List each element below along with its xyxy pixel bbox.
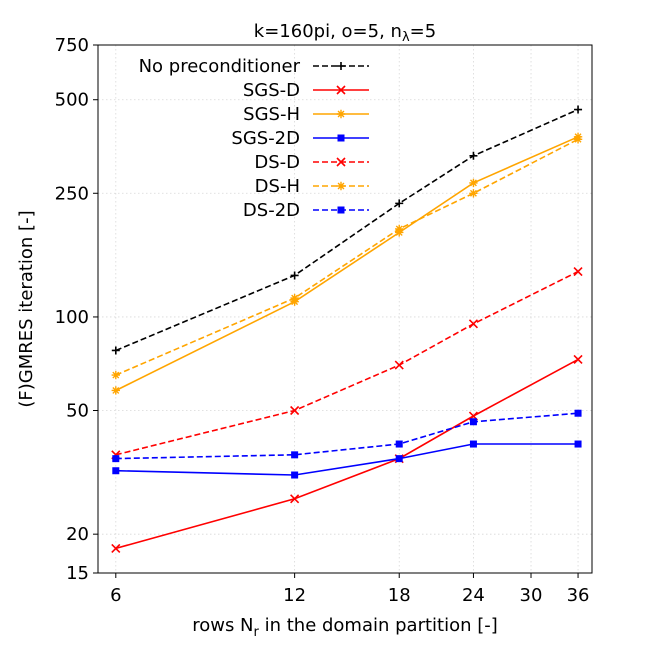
y-tick-label: 500	[55, 90, 89, 111]
x-tick-label: 30	[520, 585, 543, 606]
legend-label-no-preconditioner: No preconditioner	[139, 56, 301, 77]
series-sgs-2d	[112, 440, 582, 479]
data-point-ds-2d	[112, 455, 120, 463]
x-tick-label: 18	[388, 585, 411, 606]
x-tick-label: 24	[462, 585, 485, 606]
legend-label-sgs-2d: SGS-2D	[231, 128, 300, 149]
data-point-ds-h	[290, 293, 299, 303]
series-ds-d	[111, 266, 583, 460]
data-point-no-preconditioner	[574, 105, 583, 114]
legend-marker-ds-h	[336, 181, 346, 191]
series-group	[111, 105, 583, 553]
x-axis-title: rows Nr in the domain partition [-]	[192, 615, 498, 640]
x-axis-title-tail: in the domain partition [-]	[259, 615, 498, 636]
y-tick-label: 50	[66, 401, 89, 422]
data-point-ds-h	[573, 135, 583, 144]
legend-marker-ds-2d	[337, 206, 345, 214]
data-point-ds-2d	[395, 440, 403, 448]
data-point-no-preconditioner	[111, 346, 120, 355]
y-tick-label: 100	[55, 307, 89, 328]
legend-label-ds-2d: DS-2D	[243, 200, 300, 221]
series-no-preconditioner	[111, 105, 583, 355]
data-point-sgs-h	[469, 178, 478, 188]
data-point-ds-h	[469, 189, 478, 198]
data-point-sgs-h	[111, 386, 120, 395]
plot-frame	[97, 44, 593, 574]
legend-label-sgs-d: SGS-D	[243, 80, 300, 101]
data-point-sgs-d	[290, 494, 300, 504]
legend-label-ds-h: DS-H	[255, 176, 300, 197]
x-axis-title-subscript: r	[254, 625, 260, 640]
data-point-no-preconditioner	[469, 151, 478, 160]
y-axis-title: (F)GMRES iteration [-]	[16, 210, 37, 407]
legend: No preconditioner SGS-D SGS-H SGS-2D DS-D DS-…	[139, 56, 369, 221]
chart-title: k=160pi, o=5, nλ=5	[254, 21, 436, 45]
data-point-ds-2d	[469, 418, 477, 426]
y-tick-label: 15	[66, 563, 89, 584]
legend-marker-sgs-h	[336, 109, 346, 119]
chart-title-subscript: λ	[402, 30, 410, 45]
y-tick-label: 250	[55, 183, 89, 204]
data-point-ds-2d	[291, 451, 299, 459]
data-point-ds-d	[290, 405, 300, 416]
data-point-sgs-2d	[574, 440, 582, 448]
legend-label-sgs-h: SGS-H	[243, 104, 300, 125]
x-tick-label: 12	[283, 585, 306, 606]
legend-marker-ds-d	[336, 157, 346, 167]
data-point-ds-d	[394, 360, 404, 370]
data-point-sgs-d	[111, 543, 121, 553]
data-point-sgs-2d	[395, 455, 403, 463]
x-tick-label: 6	[110, 585, 121, 606]
y-tick-label: 750	[55, 35, 89, 56]
series-ds-2d	[112, 409, 582, 463]
data-point-sgs-2d	[469, 440, 477, 448]
data-point-no-preconditioner	[290, 271, 299, 280]
x-tick-label: 36	[567, 585, 590, 606]
data-point-ds-2d	[574, 409, 582, 417]
chart-title-tail: =5	[410, 21, 437, 42]
series-ds-h	[111, 135, 583, 380]
data-point-sgs-2d	[112, 467, 120, 475]
data-point-ds-d	[468, 319, 479, 329]
legend-marker-no-preconditioner	[337, 62, 345, 70]
data-point-ds-h	[395, 224, 404, 234]
data-point-sgs-2d	[291, 471, 299, 479]
data-point-no-preconditioner	[395, 199, 404, 208]
legend-marker-sgs-2d	[337, 134, 345, 142]
ticks: 6 12 18 24 30 36 15 20 50 100 250 500 750	[55, 35, 590, 606]
data-point-ds-d	[573, 266, 583, 277]
legend-label-ds-d: DS-D	[254, 152, 300, 173]
data-point-ds-h	[111, 370, 120, 380]
y-tick-label: 20	[66, 524, 89, 545]
legend-marker-sgs-d	[336, 85, 346, 95]
data-point-sgs-d	[573, 354, 583, 364]
